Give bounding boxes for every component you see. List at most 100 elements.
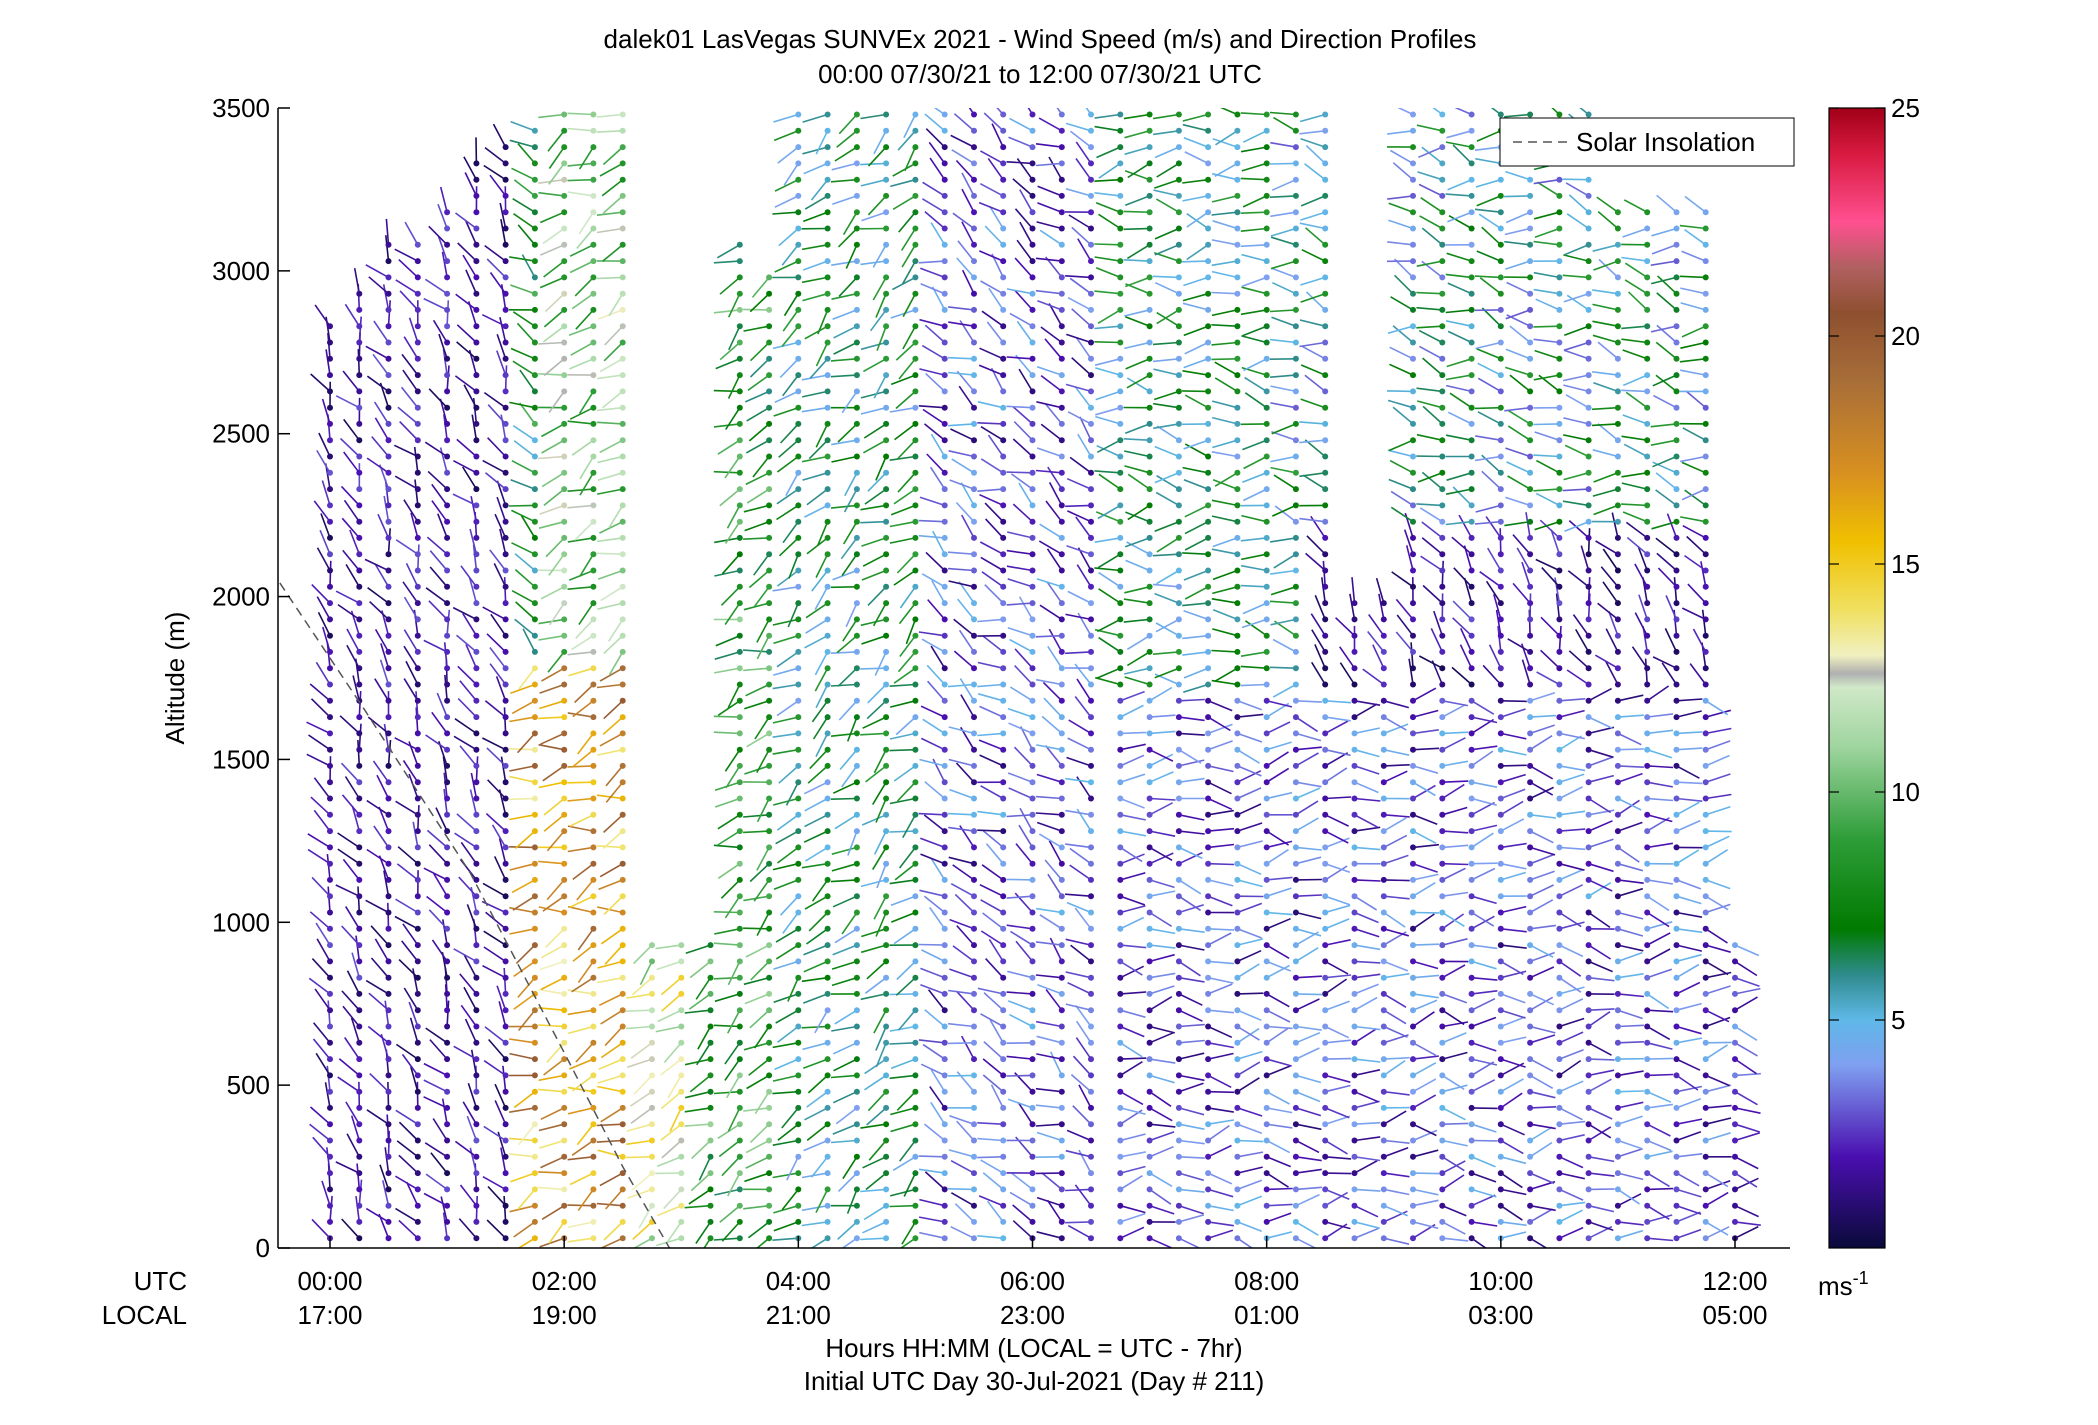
- wind-barb-stem: [1036, 1231, 1062, 1239]
- wind-barb-point: [1146, 160, 1153, 167]
- wind-barb-stem: [1306, 535, 1326, 555]
- wind-barb-stem: [923, 1123, 946, 1142]
- wind-barb-point: [766, 1218, 773, 1225]
- wind-barb-stem: [918, 631, 945, 637]
- wind-barb-point: [853, 192, 860, 199]
- wind-barb-point: [1439, 567, 1446, 574]
- wind-barb-stem: [1071, 308, 1092, 327]
- wind-barb-point: [1410, 714, 1416, 721]
- wind-barb-stem: [1178, 1039, 1205, 1044]
- wind-barb-stem: [1149, 830, 1176, 837]
- wind-barb-stem: [1207, 1025, 1233, 1039]
- wind-barb-point: [795, 779, 802, 786]
- wind-barb-stem: [1266, 917, 1291, 930]
- wind-barb-stem: [773, 667, 799, 676]
- wind-barb-point: [327, 876, 333, 883]
- wind-barb-stem: [1383, 1110, 1407, 1125]
- wind-barb-stem: [862, 1221, 887, 1234]
- wind-barb-point: [1439, 958, 1446, 965]
- wind-barb-point: [1322, 632, 1329, 639]
- wind-barb-stem: [1383, 1090, 1410, 1096]
- wind-barb-stem: [314, 304, 331, 327]
- wind-barb-stem: [1007, 1000, 1033, 1011]
- wind-barb-point: [795, 502, 802, 509]
- wind-barb-point: [736, 828, 743, 835]
- wind-barb-stem: [979, 493, 1004, 507]
- wind-barb-stem: [1065, 275, 1092, 279]
- wind-barb-point: [1351, 974, 1358, 981]
- wind-barb-stem: [1065, 843, 1092, 849]
- wind-barb-point: [1439, 225, 1446, 232]
- wind-barb-stem: [458, 1218, 478, 1239]
- wind-barb-point: [971, 1088, 977, 1095]
- wind-barb-stem: [567, 1237, 594, 1243]
- wind-barb-point: [1351, 1170, 1358, 1177]
- wind-barb-point: [912, 176, 919, 183]
- wind-barb-stem: [774, 260, 799, 273]
- wind-barb-point: [795, 893, 802, 900]
- wind-barb-point: [1380, 600, 1387, 607]
- wind-barb-point: [824, 1137, 831, 1144]
- wind-barb-point: [414, 1007, 421, 1014]
- wind-barb-stem: [1075, 1037, 1092, 1060]
- wind-barb-stem: [539, 700, 565, 710]
- wind-barb-point: [1292, 925, 1299, 932]
- wind-barb-point: [531, 909, 538, 916]
- wind-barb-point: [1088, 909, 1094, 916]
- wind-barb-point: [1410, 730, 1416, 737]
- wind-barb-stem: [603, 814, 624, 833]
- wind-barb-point: [473, 909, 480, 916]
- wind-barb-stem: [947, 423, 975, 427]
- wind-barb-stem: [1412, 843, 1439, 849]
- wind-barb-stem: [496, 333, 507, 360]
- wind-barb-stem: [749, 863, 770, 883]
- wind-barb-point: [1175, 762, 1182, 769]
- wind-barb-point: [707, 1137, 714, 1144]
- wind-barb-point: [883, 1202, 890, 1209]
- wind-barb-stem: [382, 284, 390, 311]
- wind-barb-point: [1146, 111, 1153, 118]
- wind-barb-stem: [1273, 116, 1297, 132]
- wind-barb-point: [561, 1170, 568, 1177]
- wind-barb-point: [853, 1186, 860, 1193]
- wind-barb-point: [1410, 1170, 1416, 1177]
- wind-barb-stem: [660, 1123, 682, 1141]
- wind-barb-stem: [1149, 1237, 1174, 1248]
- wind-barb-stem: [1463, 577, 1473, 604]
- wind-barb-point: [795, 176, 802, 183]
- wind-barb-point: [356, 795, 363, 802]
- wind-barb-stem: [1186, 213, 1209, 230]
- wind-barb-stem: [1324, 978, 1348, 995]
- wind-barb-stem: [1354, 1090, 1379, 1103]
- wind-barb-point: [1175, 746, 1182, 753]
- wind-barb-stem: [349, 529, 361, 555]
- wind-barb-stem: [1354, 1025, 1381, 1031]
- wind-barb-point: [531, 1039, 538, 1046]
- wind-barb-point: [912, 974, 919, 981]
- wind-barb-stem: [515, 944, 536, 964]
- wind-barb-point: [414, 1056, 421, 1063]
- wind-barb-point: [1292, 762, 1299, 769]
- wind-barb-point: [1088, 990, 1094, 997]
- wind-barb-point: [531, 974, 538, 981]
- wind-barb-point: [444, 274, 451, 281]
- wind-barb-point: [1410, 860, 1416, 867]
- wind-barb-stem: [832, 1090, 858, 1104]
- wind-barb-stem: [860, 993, 887, 1001]
- wind-barb-point: [912, 1039, 919, 1046]
- wind-barb-point: [385, 1104, 392, 1111]
- wind-barb-point: [971, 697, 977, 704]
- wind-barb-point: [1322, 648, 1329, 655]
- wind-barb-stem: [1067, 737, 1092, 751]
- wind-barb-stem: [567, 1009, 594, 1016]
- wind-barb-point: [1000, 1039, 1007, 1046]
- wind-barb-point: [1088, 583, 1094, 590]
- wind-barb-point: [1029, 339, 1036, 346]
- wind-barb-stem: [1036, 447, 1063, 458]
- wind-barb-point: [971, 876, 977, 883]
- wind-barb-point: [707, 958, 714, 965]
- wind-barb-stem: [978, 201, 1004, 213]
- wind-barb-point: [1380, 844, 1387, 851]
- wind-barb-stem: [446, 300, 450, 327]
- wind-barb-point: [853, 990, 860, 997]
